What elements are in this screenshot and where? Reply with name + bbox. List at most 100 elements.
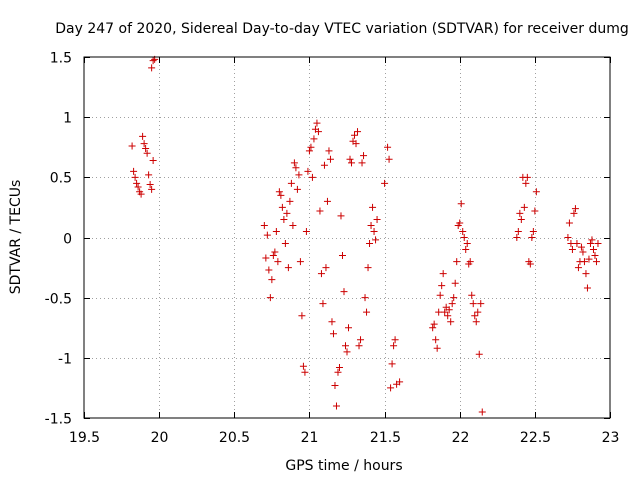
y-tick-label: 0: [63, 232, 72, 248]
data-point: [453, 258, 461, 266]
data-point: [295, 171, 303, 179]
data-point: [357, 336, 365, 344]
data-point: [290, 159, 298, 167]
data-point: [322, 264, 330, 272]
data-point: [388, 360, 396, 368]
data-point: [277, 191, 285, 199]
data-point: [373, 215, 381, 223]
data-point: [361, 294, 369, 302]
data-point: [343, 348, 351, 356]
data-point: [433, 344, 441, 352]
data-point: [571, 205, 579, 213]
data-point: [271, 248, 279, 256]
data-point: [568, 246, 576, 254]
data-point: [287, 179, 295, 187]
data-point: [358, 159, 366, 167]
data-point: [331, 382, 339, 390]
data-point: [307, 143, 315, 151]
data-point: [345, 324, 353, 332]
data-point: [265, 266, 273, 274]
data-point: [528, 234, 536, 241]
data-point: [573, 240, 581, 248]
data-point: [266, 294, 274, 302]
x-axis-ticks: 19.5 20 20.5 21 21.5 22 22.5 23: [69, 57, 620, 446]
data-point: [366, 240, 374, 248]
data-point: [352, 140, 360, 148]
y-axis-ticks: -1.5 -1 -0.5 0 0.5 1 1.5: [45, 51, 610, 428]
data-point: [580, 258, 588, 266]
data-point: [298, 312, 306, 320]
data-point: [456, 219, 464, 227]
data-point: [145, 171, 153, 179]
data-point: [372, 236, 380, 244]
data-point: [128, 142, 136, 150]
data-point: [468, 291, 476, 299]
data-point: [272, 227, 280, 235]
data-point: [396, 378, 404, 386]
data-point: [304, 167, 312, 175]
data-point: [513, 234, 521, 241]
data-point: [466, 258, 474, 266]
data-point: [313, 119, 321, 127]
x-tick-label: 21: [301, 430, 319, 446]
data-point: [474, 308, 482, 316]
data-point: [305, 147, 313, 155]
chart-title: Day 247 of 2020, Sidereal Day-to-day VTE…: [55, 21, 629, 37]
data-point: [364, 264, 372, 272]
data-point: [292, 164, 300, 172]
plot-frame: [83, 56, 611, 419]
data-point: [325, 147, 333, 155]
data-point: [583, 284, 591, 292]
data-point: [328, 318, 336, 326]
data-point: [520, 203, 528, 211]
data-point: [370, 227, 378, 235]
y-tick-label: 1: [63, 111, 72, 127]
data-point: [140, 140, 148, 148]
data-point: [338, 252, 346, 260]
data-point: [450, 294, 458, 302]
data-point: [293, 185, 301, 193]
data-point: [448, 300, 456, 308]
data-point: [594, 240, 602, 248]
data-point: [472, 318, 480, 326]
data-point: [346, 155, 354, 163]
data-point: [299, 362, 307, 370]
data-point: [564, 234, 572, 241]
data-point: [369, 203, 377, 211]
data-point: [268, 276, 276, 284]
data-point: [337, 212, 345, 220]
data-point: [142, 144, 150, 152]
data-point: [286, 197, 294, 205]
data-point: [134, 183, 142, 191]
data-point: [516, 209, 524, 217]
x-axis-label: GPS time / hours: [285, 458, 402, 474]
data-point: [391, 336, 399, 344]
x-tick-label: 23: [602, 430, 620, 446]
data-point: [323, 197, 331, 205]
data-point: [139, 132, 147, 140]
data-point: [579, 248, 587, 256]
data-point: [263, 231, 271, 239]
data-point: [278, 203, 286, 211]
x-tick-label: 21.5: [370, 430, 401, 446]
data-point: [570, 209, 578, 217]
data-point: [130, 167, 138, 175]
data-point: [367, 221, 375, 229]
data-point: [308, 173, 316, 181]
data-point: [529, 227, 537, 235]
data-point: [531, 207, 539, 215]
data-point: [314, 128, 322, 136]
data-point: [381, 179, 389, 187]
data-points: [128, 55, 602, 416]
data-point: [438, 282, 446, 290]
data-point: [296, 258, 304, 266]
y-tick-label: -0.5: [45, 292, 72, 308]
data-point: [460, 234, 468, 241]
data-point: [477, 300, 485, 308]
data-point: [592, 258, 600, 266]
data-point: [429, 324, 437, 332]
data-point: [335, 363, 343, 371]
data-point: [319, 300, 327, 308]
data-point: [149, 156, 157, 164]
data-point: [148, 185, 156, 193]
